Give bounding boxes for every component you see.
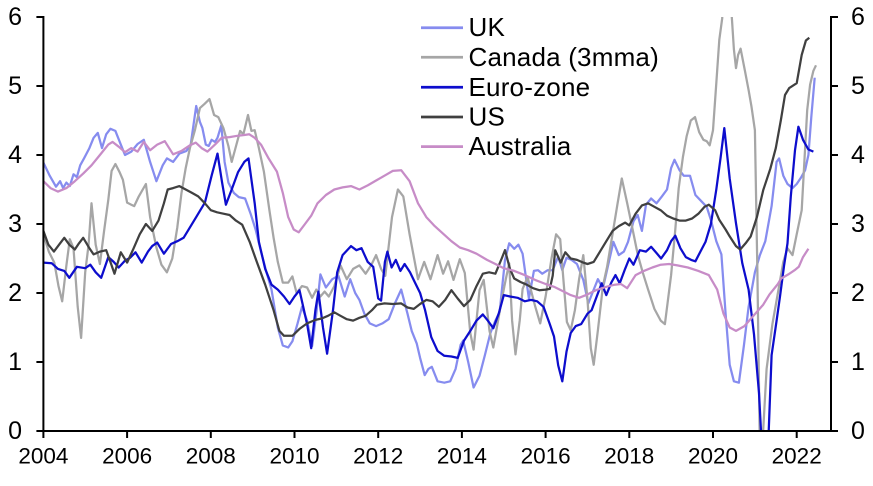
svg-text:2004: 2004: [18, 444, 68, 469]
svg-text:0: 0: [851, 417, 865, 445]
svg-text:2022: 2022: [772, 444, 822, 469]
svg-text:4: 4: [8, 141, 22, 169]
svg-text:2010: 2010: [269, 444, 319, 469]
svg-text:1: 1: [8, 348, 22, 376]
svg-text:4: 4: [851, 141, 865, 169]
svg-text:2: 2: [851, 279, 865, 307]
svg-text:2014: 2014: [437, 444, 487, 469]
svg-text:Canada (3mma): Canada (3mma): [469, 42, 659, 72]
svg-text:3: 3: [851, 210, 865, 238]
svg-text:UK: UK: [469, 12, 506, 42]
svg-text:5: 5: [8, 72, 22, 100]
svg-text:Australia: Australia: [469, 131, 572, 161]
svg-text:3: 3: [8, 210, 22, 238]
svg-text:2008: 2008: [186, 444, 236, 469]
svg-text:2012: 2012: [353, 444, 403, 469]
svg-text:2: 2: [8, 279, 22, 307]
svg-text:1: 1: [851, 348, 865, 376]
svg-text:2006: 2006: [102, 444, 152, 469]
svg-text:2016: 2016: [521, 444, 571, 469]
svg-text:Euro-zone: Euro-zone: [469, 72, 591, 102]
svg-text:2018: 2018: [604, 444, 654, 469]
svg-text:6: 6: [851, 3, 865, 31]
svg-text:6: 6: [8, 3, 22, 31]
svg-text:US: US: [469, 102, 506, 132]
svg-text:0: 0: [8, 417, 22, 445]
svg-text:5: 5: [851, 72, 865, 100]
svg-text:2020: 2020: [688, 444, 738, 469]
